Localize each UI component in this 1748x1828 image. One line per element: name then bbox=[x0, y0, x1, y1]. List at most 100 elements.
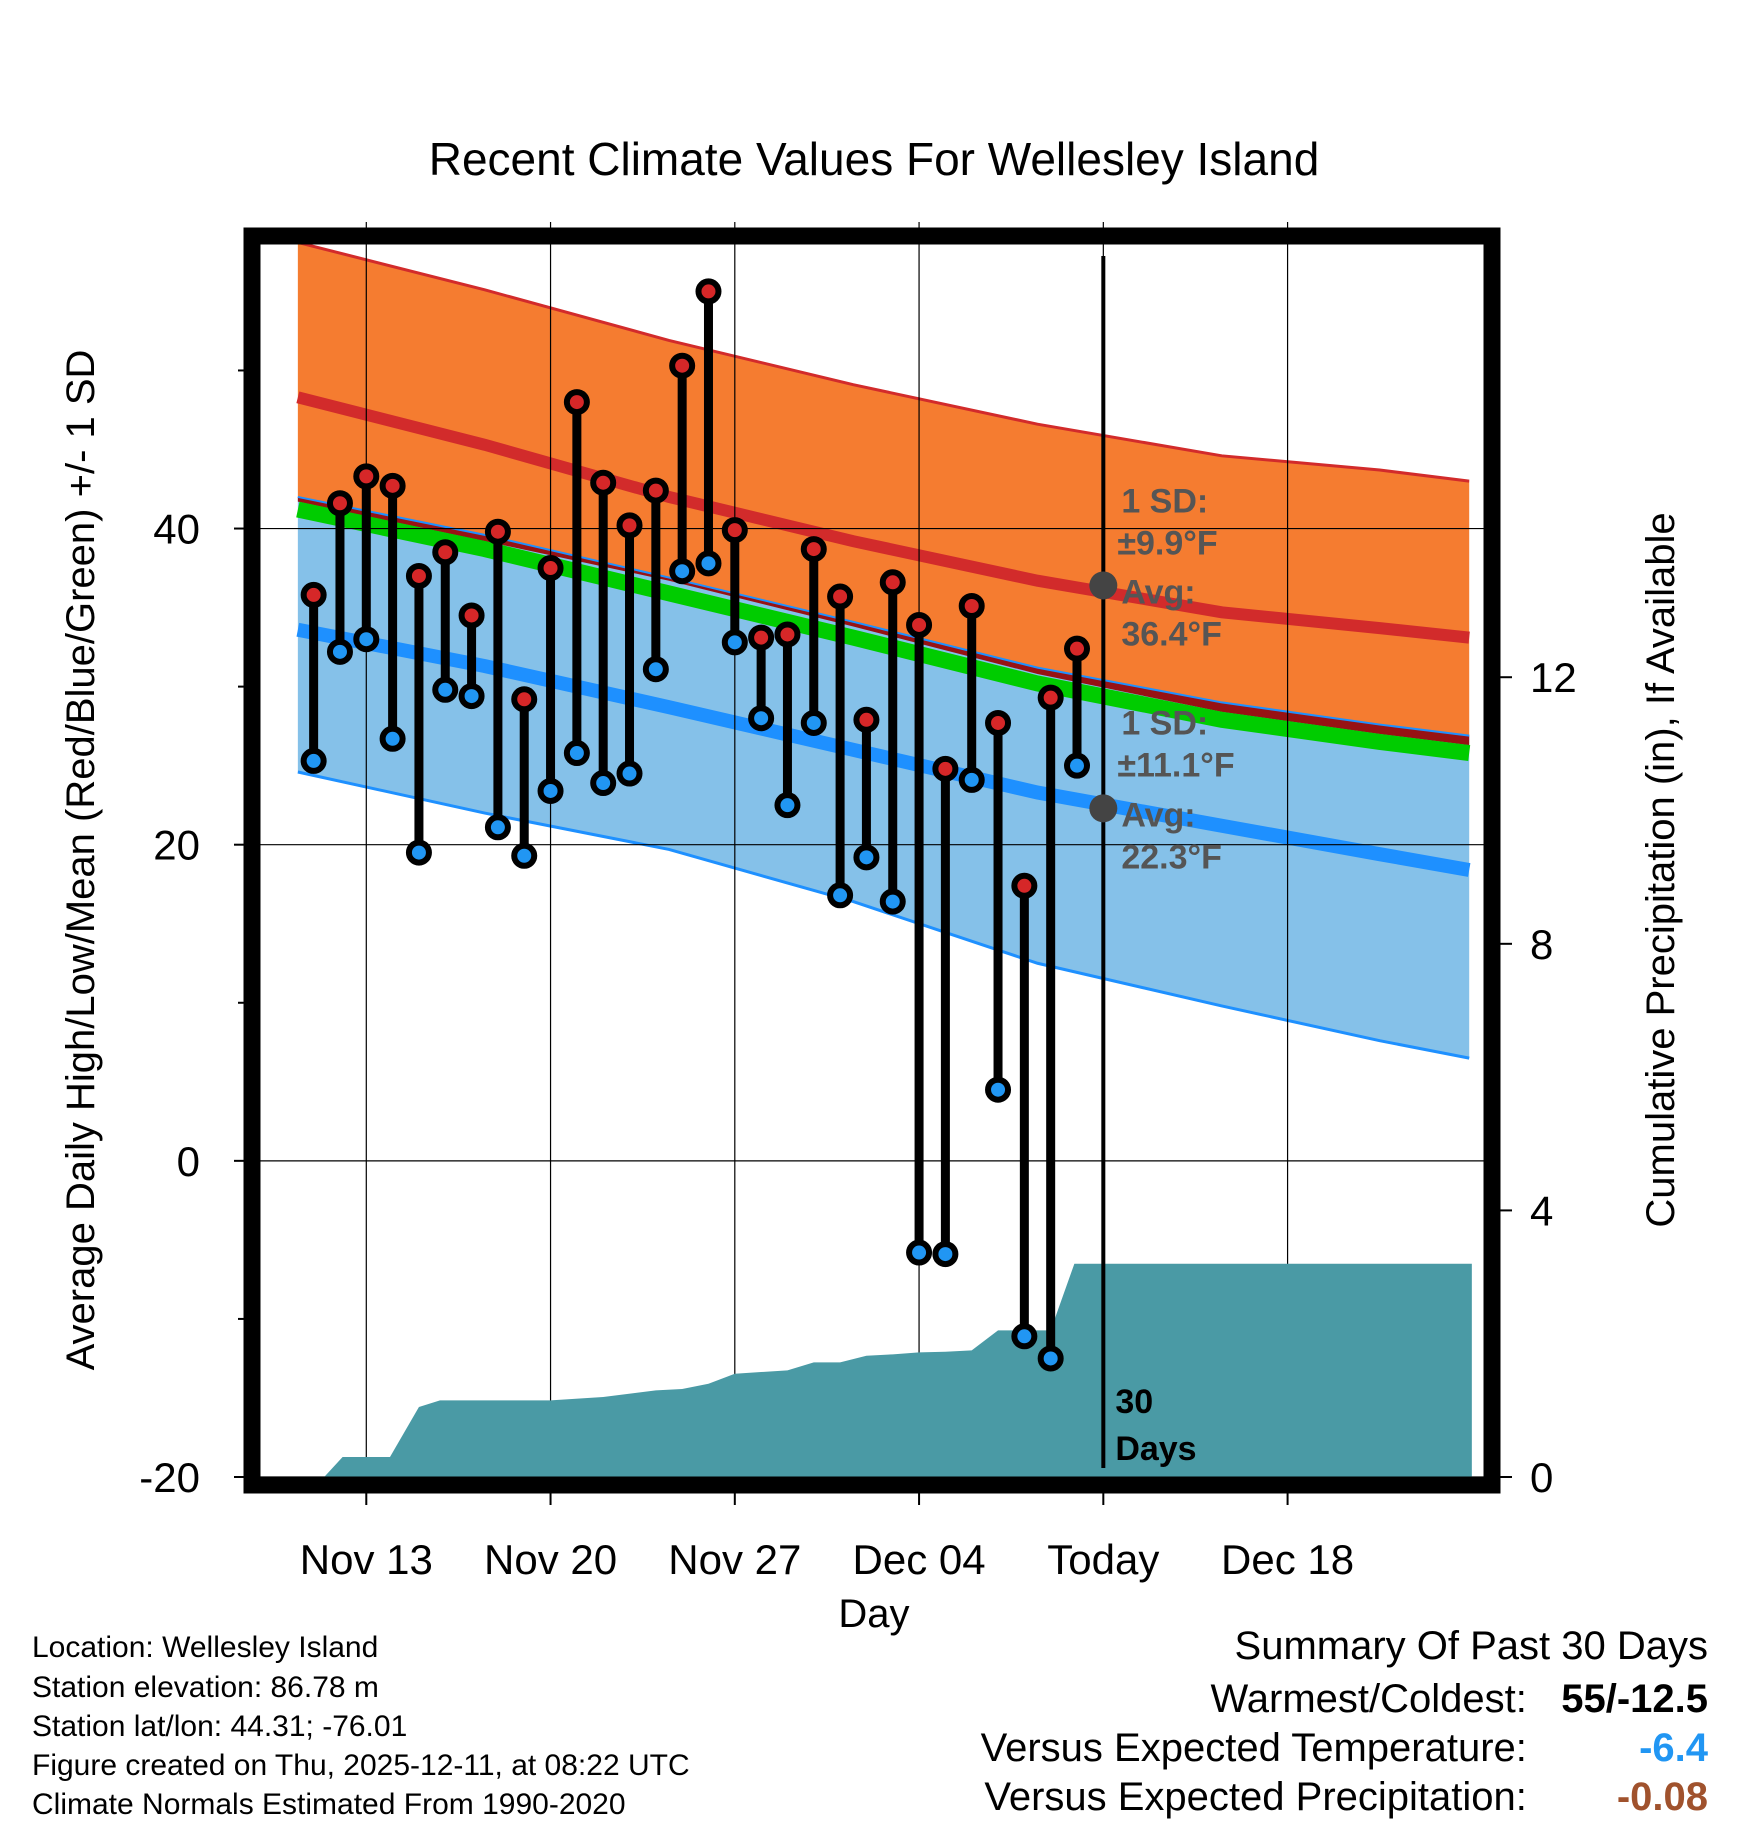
low-point bbox=[721, 629, 748, 656]
high-point bbox=[326, 490, 353, 517]
high-point bbox=[721, 517, 748, 544]
high-point bbox=[800, 536, 827, 563]
high-point bbox=[853, 706, 880, 733]
high-point bbox=[511, 686, 538, 713]
plot-border bbox=[243, 227, 1501, 1494]
low-point bbox=[906, 1239, 933, 1266]
plot-frame bbox=[243, 227, 1501, 1494]
summary-temp-label: Versus Expected Temperature: bbox=[980, 1726, 1527, 1770]
x-tick-label: Nov 20 bbox=[484, 1536, 617, 1583]
high-point bbox=[590, 469, 617, 496]
high-point bbox=[563, 389, 590, 416]
summary-warmest-row: Warmest/Coldest: 55/-12.5 bbox=[1211, 1677, 1709, 1722]
low-point bbox=[774, 792, 801, 819]
high-point bbox=[379, 472, 406, 499]
high-point bbox=[1011, 872, 1038, 899]
high-point bbox=[827, 583, 854, 610]
low-point bbox=[853, 844, 880, 871]
low-point bbox=[932, 1241, 959, 1268]
annotation-2-line-3: Avg: bbox=[1121, 796, 1195, 834]
x-tick-label: Dec 18 bbox=[1221, 1536, 1354, 1583]
info-elevation: Station elevation: 86.78 m bbox=[32, 1671, 379, 1704]
info-location: Location: Wellesley Island bbox=[32, 1631, 379, 1664]
y-tick-label: 40 bbox=[153, 506, 200, 553]
low-upper-line bbox=[297, 495, 1470, 737]
precip-area bbox=[297, 1263, 1472, 1477]
high-point bbox=[353, 463, 380, 490]
high-point bbox=[748, 624, 775, 651]
low-sd-band bbox=[297, 496, 1470, 1059]
chart-title: Recent Climate Values For Wellesley Isla… bbox=[429, 133, 1320, 185]
summary-warmest-label: Warmest/Coldest: bbox=[1210, 1677, 1527, 1721]
low-point bbox=[1011, 1323, 1038, 1350]
summary-temp-value: -6.4 bbox=[1639, 1726, 1708, 1770]
info-created: Figure created on Thu, 2025-12-11, at 08… bbox=[32, 1749, 690, 1782]
low-point bbox=[800, 709, 827, 736]
high-point bbox=[695, 278, 722, 305]
avg-marker-1 bbox=[1089, 571, 1118, 600]
high-point bbox=[669, 352, 696, 379]
x-tick-label: Dec 04 bbox=[853, 1536, 986, 1583]
low-point bbox=[563, 740, 590, 767]
high-point bbox=[642, 477, 669, 504]
low-point bbox=[958, 766, 985, 793]
low-point bbox=[458, 683, 485, 710]
low-point bbox=[484, 814, 511, 841]
high-point bbox=[616, 512, 643, 539]
low-point bbox=[616, 760, 643, 787]
normal-bands bbox=[296, 240, 1471, 1060]
avg-marker-2 bbox=[1089, 794, 1118, 823]
summary-precip-value: -0.08 bbox=[1616, 1775, 1708, 1819]
high-point bbox=[537, 555, 564, 582]
days-label-2: Days bbox=[1115, 1430, 1196, 1468]
normal-mean-line bbox=[296, 501, 1471, 761]
low-point bbox=[300, 747, 327, 774]
low-point bbox=[748, 705, 775, 732]
x-axis-label: Day bbox=[838, 1592, 909, 1636]
summary-warmest-value: 55/-12.5 bbox=[1561, 1677, 1708, 1721]
high-point bbox=[932, 755, 959, 782]
low-point bbox=[511, 842, 538, 869]
low-point bbox=[537, 777, 564, 804]
low-point bbox=[353, 626, 380, 653]
y2-tick-label: 0 bbox=[1530, 1454, 1553, 1501]
normal-high-line bbox=[296, 391, 1470, 644]
high-point bbox=[1037, 684, 1064, 711]
daily-stems bbox=[309, 286, 1082, 1363]
y-axis-label: Average Daily High/Low/Mean (Red/Blue/Gr… bbox=[59, 350, 103, 1371]
high-upper-line bbox=[297, 240, 1470, 483]
info-normals: Climate Normals Estimated From 1990-2020 bbox=[32, 1788, 626, 1821]
high-point bbox=[458, 602, 485, 629]
low-point bbox=[642, 656, 669, 683]
annotation-2-line-1: 1 SD: bbox=[1121, 704, 1208, 742]
annotation-1-line-2: ±9.9°F bbox=[1117, 524, 1217, 562]
low-point bbox=[326, 638, 353, 665]
high-point bbox=[405, 562, 432, 589]
low-point bbox=[879, 888, 906, 915]
annotation-1-line-4: 36.4°F bbox=[1121, 615, 1222, 653]
info-latlon: Station lat/lon: 44.31; -76.01 bbox=[32, 1710, 408, 1743]
y-tick-label: -20 bbox=[139, 1454, 200, 1501]
annotation-1-line-1: 1 SD: bbox=[1121, 482, 1208, 520]
low-point bbox=[669, 558, 696, 585]
y2-tick-label: 8 bbox=[1530, 921, 1553, 968]
daily-points bbox=[300, 278, 1090, 1372]
y-tick-label: 20 bbox=[153, 822, 200, 869]
low-point bbox=[985, 1076, 1012, 1103]
high-point bbox=[985, 709, 1012, 736]
x-tick-label: Nov 27 bbox=[668, 1536, 801, 1583]
low-point bbox=[695, 550, 722, 577]
x-tick-label: Nov 13 bbox=[300, 1536, 433, 1583]
low-point bbox=[1037, 1345, 1064, 1372]
summary-precip-label: Versus Expected Precipitation: bbox=[984, 1775, 1527, 1819]
precip-layer bbox=[297, 1263, 1472, 1477]
high-point bbox=[432, 539, 459, 566]
high-point bbox=[484, 518, 511, 545]
annotation-1-line-3: Avg: bbox=[1121, 573, 1195, 611]
low-point bbox=[405, 839, 432, 866]
low-point bbox=[379, 725, 406, 752]
y2-axis-label: Cumulative Precipitation (in), If Availa… bbox=[1639, 512, 1683, 1227]
annotations: 1 SD: ±9.9°F Avg: 36.4°F 1 SD: ±11.1°F Avg: 22.… bbox=[1089, 482, 1235, 876]
low-point bbox=[827, 882, 854, 909]
